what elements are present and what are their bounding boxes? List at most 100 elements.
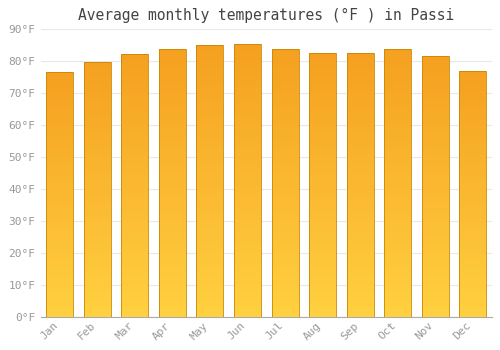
Bar (460, 219, 486, 224)
Bar (84, 205, 111, 210)
Bar (422, 124, 449, 129)
Bar (422, 244, 449, 250)
Bar (84, 297, 111, 302)
Bar (346, 233, 374, 238)
Bar (272, 205, 298, 210)
Bar (309, 58, 336, 64)
Bar (384, 296, 411, 301)
Bar (346, 106, 374, 111)
Bar (460, 189, 486, 194)
Bar (460, 308, 486, 313)
Bar (196, 94, 224, 99)
Bar (46, 165, 73, 170)
Bar (234, 230, 261, 236)
Bar (272, 199, 298, 205)
Bar (384, 156, 411, 162)
Bar (346, 212, 374, 217)
Bar (196, 192, 224, 198)
Bar (234, 312, 261, 317)
Bar (46, 102, 73, 106)
Bar (46, 106, 73, 111)
Bar (309, 249, 336, 254)
Bar (422, 265, 449, 271)
Bar (122, 259, 148, 265)
Bar (84, 190, 111, 195)
Bar (422, 255, 449, 260)
Bar (196, 236, 224, 241)
Bar (346, 196, 374, 201)
Bar (384, 232, 411, 237)
Bar (122, 127, 148, 133)
Bar (196, 45, 224, 50)
Bar (196, 252, 224, 258)
Bar (384, 86, 411, 92)
Bar (122, 275, 148, 281)
Bar (84, 113, 111, 118)
Bar (84, 149, 111, 154)
Bar (122, 254, 148, 259)
Bar (46, 278, 73, 283)
Bar (122, 138, 148, 143)
Bar (422, 202, 449, 208)
Bar (122, 144, 148, 149)
Bar (309, 275, 336, 280)
Bar (196, 143, 224, 149)
Bar (159, 156, 186, 162)
Bar (122, 154, 148, 159)
Bar (122, 133, 148, 138)
Bar (46, 219, 73, 224)
Bar (159, 242, 186, 248)
Bar (384, 130, 411, 135)
Bar (159, 130, 186, 135)
Bar (122, 307, 148, 312)
Bar (422, 140, 449, 145)
Bar (46, 239, 73, 244)
Bar (346, 244, 374, 249)
Bar (384, 226, 411, 232)
Bar (46, 199, 73, 204)
Bar (272, 226, 298, 232)
Bar (46, 150, 73, 155)
Bar (309, 53, 336, 317)
Bar (122, 296, 148, 302)
Bar (346, 85, 374, 90)
Bar (272, 221, 298, 226)
Bar (272, 248, 298, 253)
Bar (346, 175, 374, 180)
Bar (422, 82, 449, 88)
Bar (346, 96, 374, 101)
Bar (272, 103, 298, 108)
Bar (346, 228, 374, 233)
Bar (460, 116, 486, 120)
Bar (384, 221, 411, 226)
Bar (460, 209, 486, 214)
Bar (422, 187, 449, 192)
Bar (422, 208, 449, 213)
Bar (196, 274, 224, 279)
Bar (272, 301, 298, 307)
Bar (309, 180, 336, 185)
Bar (46, 72, 73, 317)
Bar (272, 49, 298, 317)
Bar (159, 178, 186, 183)
Bar (234, 121, 261, 126)
Bar (384, 285, 411, 290)
Bar (422, 129, 449, 134)
Bar (196, 241, 224, 247)
Bar (422, 92, 449, 98)
Bar (196, 56, 224, 61)
Bar (196, 307, 224, 312)
Bar (422, 98, 449, 103)
Bar (272, 81, 298, 86)
Bar (159, 301, 186, 307)
Bar (159, 119, 186, 124)
Bar (196, 116, 224, 121)
Bar (196, 160, 224, 165)
Bar (460, 135, 486, 140)
Bar (309, 127, 336, 132)
Bar (46, 204, 73, 210)
Bar (122, 75, 148, 80)
Bar (460, 165, 486, 170)
Bar (196, 170, 224, 176)
Bar (196, 187, 224, 192)
